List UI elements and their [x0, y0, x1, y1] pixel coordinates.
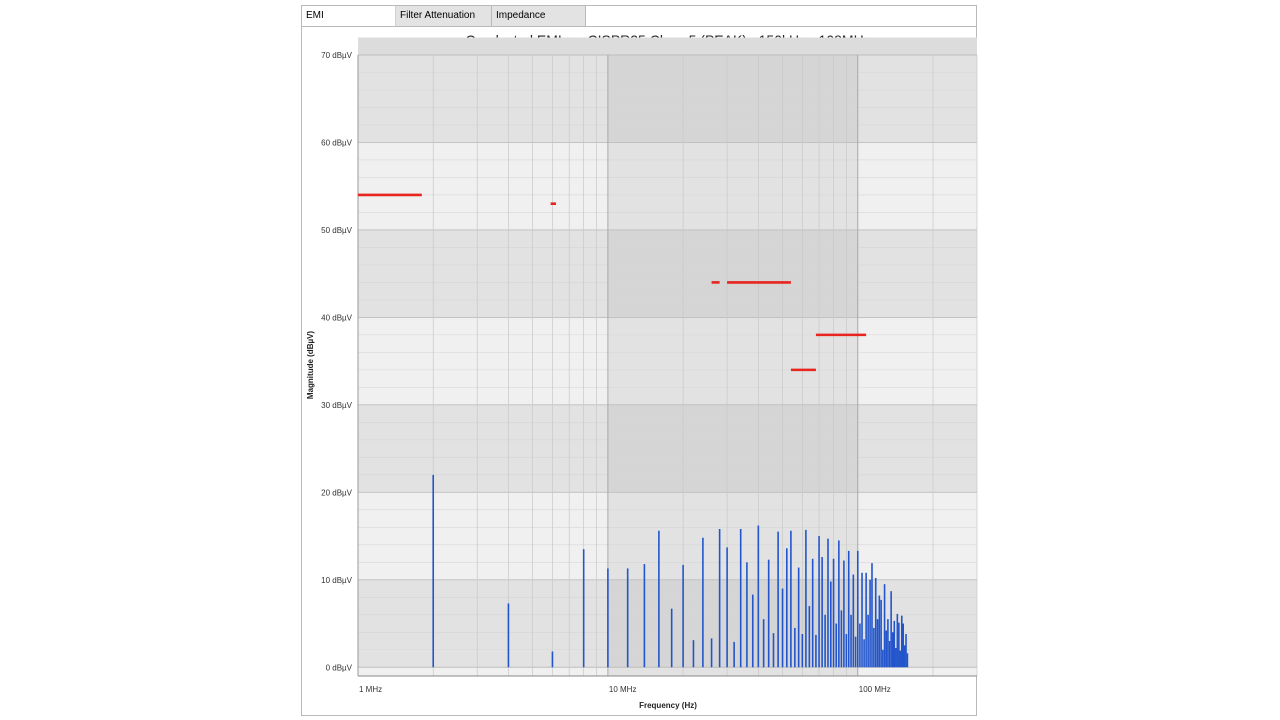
x-tick-label: 10 MHz: [609, 685, 637, 694]
decade-shade: [607, 55, 858, 676]
y-tick-labels: 0 dBµV 10 dBµV 20 dBµV 30 dBµV 40 dBµV 50 dBµ…: [321, 51, 353, 672]
y-tick-label: 20 dBµV: [321, 488, 353, 497]
y-tick-label: 30 dBµV: [321, 401, 353, 410]
x-tick-label: 100 MHz: [859, 685, 891, 694]
tab-emi[interactable]: EMI: [302, 6, 396, 26]
y-tick-label: 60 dBµV: [321, 138, 353, 147]
y-axis-label: Magnitude (dBµV): [306, 331, 315, 399]
limit-series: [358, 193, 867, 372]
y-tick-label: 70 dBµV: [321, 51, 353, 60]
plot-background: [358, 37, 977, 676]
grid-lines: [357, 54, 978, 677]
tab-impedance[interactable]: Impedance: [492, 6, 586, 26]
x-tick-label: 1 MHz: [359, 685, 382, 694]
plot-area: [358, 55, 977, 676]
emission-series: [432, 474, 909, 668]
y-tick-label: 40 dBµV: [321, 313, 353, 322]
band-shade: [358, 404, 977, 493]
y-tick-label: 50 dBµV: [321, 226, 353, 235]
band-shade: [358, 229, 977, 318]
band-shade: [358, 55, 977, 143]
y-tick-label: 10 dBµV: [321, 576, 353, 585]
top-band: [358, 37, 977, 55]
x-tick-labels: 1 MHz 10 MHz 100 MHz: [359, 685, 891, 694]
x-axis-label: Frequency (Hz): [639, 701, 697, 710]
tab-filter-attenuation[interactable]: Filter Attenuation: [396, 6, 492, 26]
tab-bar: EMI Filter Attenuation Impedance: [302, 6, 976, 27]
y-tick-label: 0 dBµV: [326, 663, 353, 672]
